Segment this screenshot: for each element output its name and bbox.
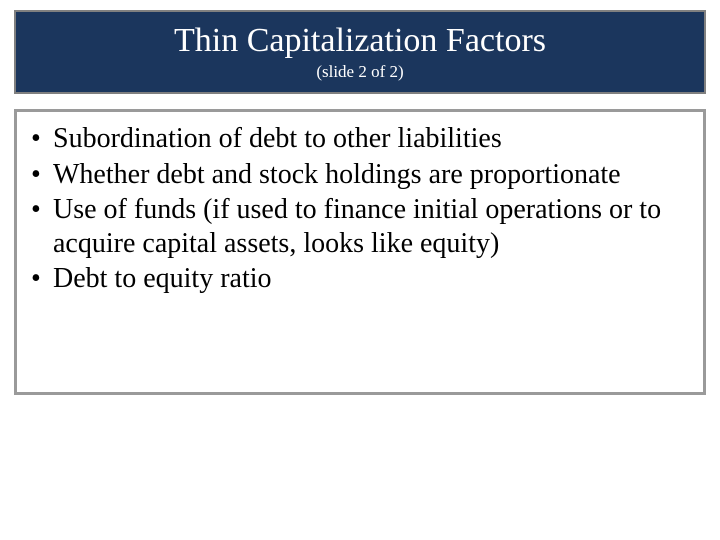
bullet-icon: • <box>31 262 53 296</box>
slide-subtitle: (slide 2 of 2) <box>316 62 403 82</box>
list-item: • Subordination of debt to other liabili… <box>31 122 689 156</box>
bullet-icon: • <box>31 193 53 227</box>
bullet-icon: • <box>31 158 53 192</box>
title-box: Thin Capitalization Factors (slide 2 of … <box>14 10 706 94</box>
slide: Thin Capitalization Factors (slide 2 of … <box>0 0 720 540</box>
bullet-text: Whether debt and stock holdings are prop… <box>53 158 689 192</box>
bullet-text: Use of funds (if used to finance initial… <box>53 193 689 260</box>
body-box: • Subordination of debt to other liabili… <box>14 109 706 395</box>
bullet-text: Subordination of debt to other liabiliti… <box>53 122 689 156</box>
list-item: • Debt to equity ratio <box>31 262 689 296</box>
bullet-text: Debt to equity ratio <box>53 262 689 296</box>
list-item: • Whether debt and stock holdings are pr… <box>31 158 689 192</box>
bullet-list: • Subordination of debt to other liabili… <box>31 122 689 296</box>
list-item: • Use of funds (if used to finance initi… <box>31 193 689 260</box>
slide-title: Thin Capitalization Factors <box>174 22 546 59</box>
bullet-icon: • <box>31 122 53 156</box>
